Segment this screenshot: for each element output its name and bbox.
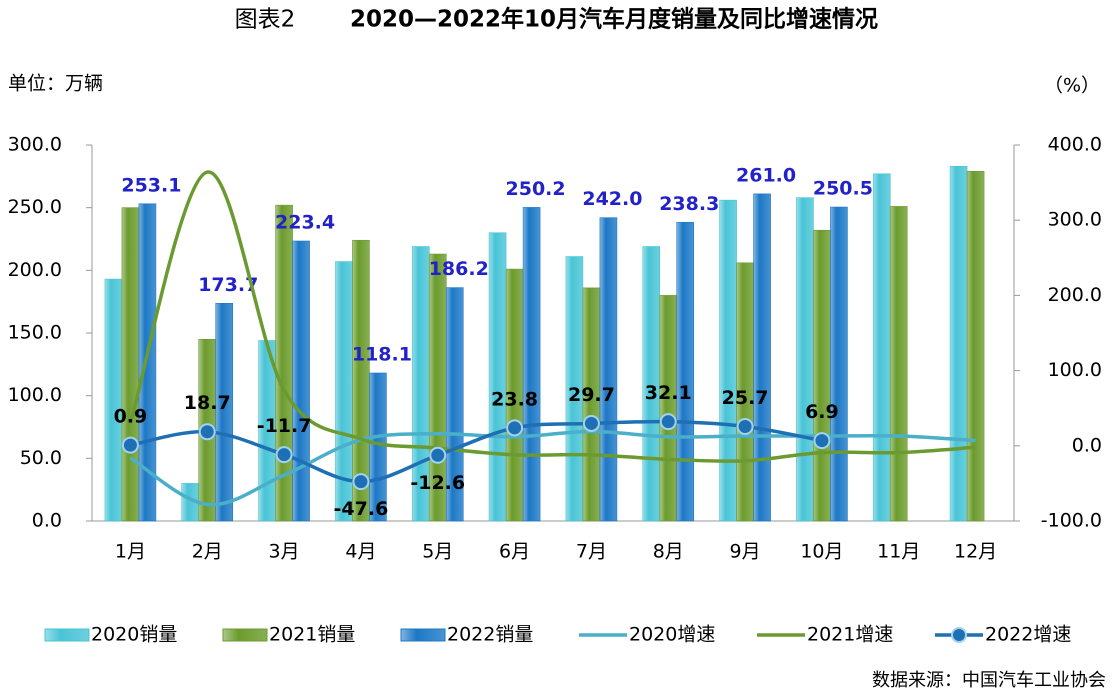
bar [599,217,618,522]
y-tick-label: 100.0 [8,384,62,406]
figure-label: 图表2 [235,7,296,33]
source: 数据来源：中国汽车工业协会 [872,670,1106,691]
marker [352,473,370,491]
legend-label: 2022销量 [447,624,533,646]
bar [659,295,678,522]
bar [753,193,771,522]
data-label: 0.9 [114,406,148,428]
bar [488,232,507,522]
marker [429,446,447,464]
data-label: 32.1 [645,382,692,404]
chart-title: 2020—2022年10月汽车月度销量及同比增速情况 [350,6,878,33]
x-tick-label: 3月 [269,541,300,563]
bar [966,171,985,522]
x-tick-label: 4月 [345,541,376,563]
y-tick-label: 0.0 [32,510,62,532]
data-label: -47.6 [334,498,389,520]
legend-swatch [400,628,446,642]
bar [121,207,140,522]
bar [796,197,814,522]
bar [292,240,310,522]
marker [506,419,524,437]
y-unit: 单位：万辆 [8,73,103,95]
data-label: 242.0 [582,188,642,210]
y2-tick-label: -100.0 [1041,510,1102,532]
bar [676,222,695,522]
legend-label: 2021销量 [269,624,355,646]
data-label: 118.1 [352,343,412,365]
x-tick-label: 9月 [730,541,761,563]
data-label: 18.7 [184,392,231,414]
data-label: 173.7 [198,274,258,296]
legend-label: 2022增速 [985,624,1071,646]
y2-tick-label: 0.0 [1072,434,1102,456]
bar [369,372,387,522]
x-tick-label: 12月 [954,541,997,563]
legend-label: 2021增速 [807,624,893,646]
x-tick-label: 10月 [800,541,843,563]
y2-tick-label: 100.0 [1048,359,1102,381]
y-tick-label: 250.0 [8,196,62,218]
x-tick-label: 1月 [115,541,146,563]
legend-label: 2020增速 [629,624,715,646]
data-label: 250.2 [506,178,566,200]
legend-swatch [44,628,90,642]
y-tick-label: 300.0 [8,134,62,156]
legend-swatch [222,628,268,642]
data-label: 261.0 [736,164,796,186]
data-label: 25.7 [722,387,769,409]
bar [949,166,968,522]
data-label: 23.8 [491,388,538,410]
y2-unit: （%） [1044,75,1100,97]
legend-marker [951,627,967,643]
x-tick-label: 11月 [877,541,920,563]
line [129,429,976,507]
data-label: 238.3 [659,193,719,215]
x-tick-label: 6月 [499,541,530,563]
y-tick-label: 150.0 [8,322,62,344]
data-label: -12.6 [410,472,465,494]
x-tick-label: 5月 [422,541,453,563]
marker [198,423,216,441]
bar [522,207,541,522]
marker [582,414,600,432]
bar [813,229,831,522]
y2-tick-label: 300.0 [1048,209,1102,231]
data-label: 223.4 [275,212,335,234]
y-tick-label: 200.0 [8,259,62,281]
data-label: 29.7 [568,384,615,406]
line [130,419,823,484]
data-label: 6.9 [805,401,839,423]
bar [830,206,848,522]
x-tick-label: 7月 [576,541,607,563]
y2-tick-label: 200.0 [1048,284,1102,306]
bar [215,302,234,522]
x-tick-label: 2月 [192,541,223,563]
y-tick-label: 50.0 [20,447,62,469]
legend-label: 2020销量 [91,624,177,646]
marker [275,446,293,464]
bar [445,287,464,522]
marker [736,417,754,435]
bar [719,199,737,522]
marker [659,413,677,431]
data-label: 186.2 [429,258,489,280]
data-label: -11.7 [257,415,312,437]
marker [813,432,831,450]
marker [121,436,139,454]
data-label: 253.1 [121,174,181,196]
data-label: 250.5 [813,178,873,200]
bar [889,206,908,522]
bar [872,173,891,522]
x-tick-label: 8月 [653,541,684,563]
line [128,170,976,463]
y2-tick-label: 400.0 [1048,134,1102,156]
bar [104,278,123,522]
